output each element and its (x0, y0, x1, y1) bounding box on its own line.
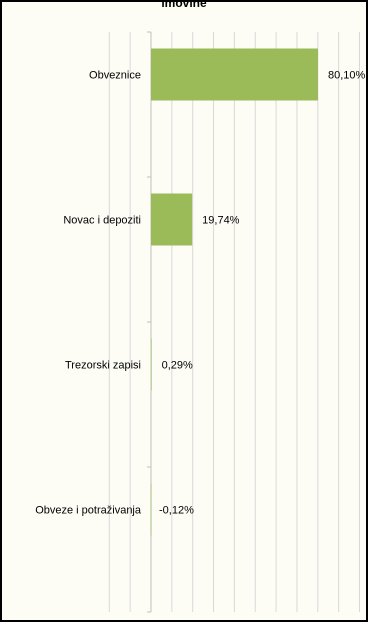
chart-title: imovine (161, 0, 207, 10)
bar (151, 193, 193, 246)
category-label: Obveze i potraživanja (35, 505, 142, 517)
data-label: 80,10% (328, 70, 366, 82)
category-label: Trezorski zapisi (65, 360, 141, 372)
bar (150, 483, 152, 536)
data-label: 19,74% (202, 215, 240, 227)
category-label: Obveznice (89, 70, 141, 82)
bar (151, 48, 319, 101)
data-label: -0,12% (159, 505, 194, 517)
bar (151, 338, 152, 391)
data-label: 0,29% (162, 360, 193, 372)
category-label: Novac i depoziti (63, 215, 141, 227)
